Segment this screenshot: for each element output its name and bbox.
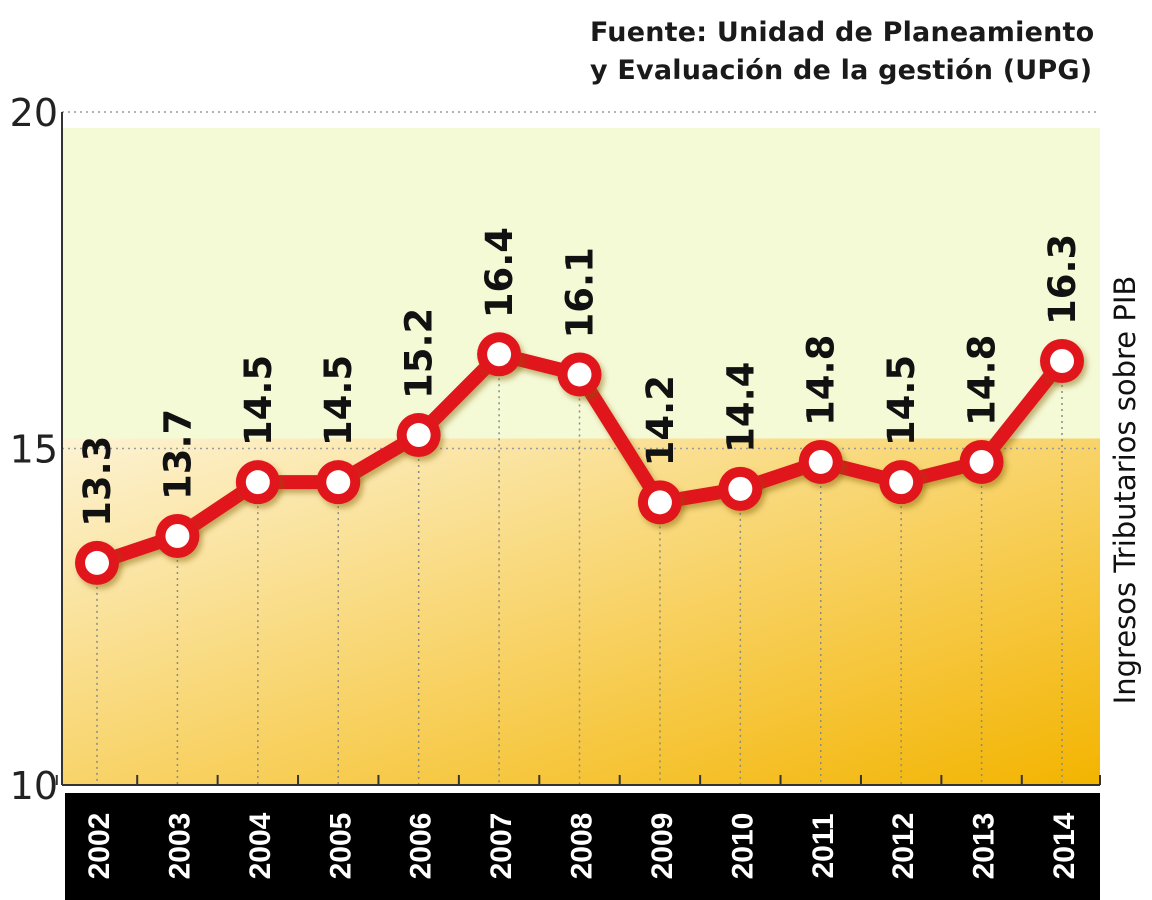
x-tick-label: 2009	[646, 813, 679, 880]
data-point	[567, 362, 592, 387]
lower-gradient-band	[62, 438, 1100, 785]
data-point	[487, 342, 512, 367]
data-label: 15.2	[398, 308, 441, 399]
data-point	[406, 423, 431, 448]
y-tick-label: 15	[10, 428, 58, 472]
data-point	[889, 470, 914, 495]
y-tick-label: 20	[10, 91, 58, 135]
x-tick-label: 2007	[485, 813, 518, 880]
x-tick-label: 2014	[1048, 812, 1081, 879]
data-label: 14.8	[800, 335, 843, 426]
data-point	[647, 490, 672, 515]
x-tick-label: 2006	[405, 813, 438, 880]
x-tick-label: 2011	[807, 813, 840, 878]
data-label: 16.3	[1041, 234, 1084, 325]
data-point	[808, 449, 833, 474]
y-tick-label: 10	[10, 764, 58, 808]
data-label: 14.4	[719, 362, 762, 453]
data-point	[245, 470, 270, 495]
x-tick-label: 2013	[968, 813, 1001, 880]
x-tick-label: 2002	[83, 813, 116, 880]
x-axis-band	[65, 793, 1100, 900]
source-line-2: y Evaluación de la gestión (UPG)	[590, 55, 1093, 86]
x-tick-label: 2012	[887, 813, 920, 880]
x-tick-label: 2008	[566, 813, 599, 880]
data-label: 14.2	[639, 375, 682, 466]
x-tick-label: 2003	[163, 813, 196, 880]
data-label: 13.3	[76, 436, 119, 527]
data-point	[165, 523, 190, 548]
source-note: Fuente: Unidad de Planeamiento y Evaluac…	[590, 14, 1094, 90]
data-label: 16.1	[559, 247, 602, 338]
data-point	[85, 550, 109, 575]
y-axis-title: Ingresos Tributarios sobre PIB	[1108, 276, 1142, 705]
data-label: 16.4	[478, 227, 521, 318]
source-line-1: Fuente: Unidad de Planeamiento	[590, 17, 1095, 48]
data-label: 14.5	[237, 355, 280, 446]
data-point	[1050, 349, 1074, 374]
data-point	[326, 470, 351, 495]
data-label: 14.5	[880, 355, 923, 446]
x-tick-label: 2010	[726, 813, 759, 880]
data-point	[728, 476, 753, 501]
data-point	[969, 449, 994, 474]
data-label: 14.5	[317, 355, 360, 446]
x-tick-label: 2005	[324, 813, 357, 880]
data-label: 13.7	[156, 409, 199, 500]
x-tick-label: 2004	[244, 812, 277, 879]
data-label: 14.8	[961, 335, 1004, 426]
